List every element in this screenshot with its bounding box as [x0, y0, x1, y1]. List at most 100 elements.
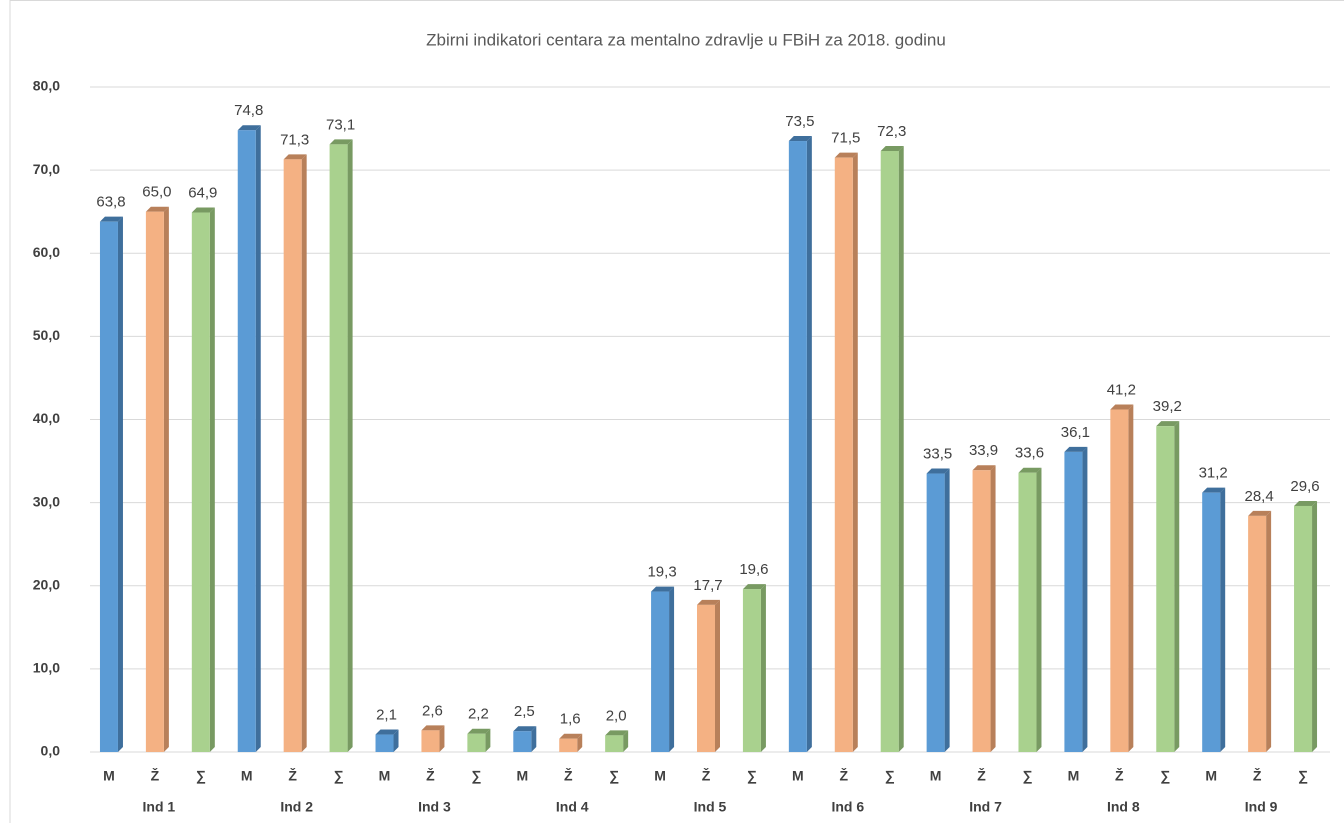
bar	[972, 465, 996, 752]
bar-front	[1156, 426, 1175, 752]
bar-top	[1018, 467, 1042, 473]
bar	[880, 146, 904, 753]
x-tick-label: ∑	[885, 768, 895, 785]
bar-top	[513, 726, 537, 732]
value-label: 29,6	[1290, 478, 1319, 495]
bar	[559, 733, 583, 752]
value-label: 73,1	[326, 116, 355, 133]
bar-top	[742, 584, 766, 590]
bar-top	[1294, 500, 1318, 506]
bar-front	[421, 730, 440, 752]
bar	[926, 468, 950, 752]
x-tick-label: M	[103, 768, 115, 784]
bar-front	[880, 151, 899, 753]
x-tick-label: M	[1068, 768, 1080, 784]
value-label: 39,2	[1153, 398, 1182, 415]
bar-side	[990, 465, 996, 752]
bar-side	[577, 733, 583, 752]
x-group-label: Ind 3	[418, 799, 451, 815]
bar-front	[145, 211, 164, 752]
value-label: 1,6	[560, 711, 581, 728]
x-tick-label: Ž	[288, 767, 297, 784]
bar-side	[439, 725, 445, 752]
bar-front	[283, 159, 302, 753]
bar-top	[1156, 421, 1180, 427]
x-tick-label: Ž	[702, 767, 711, 784]
value-label: 74,8	[234, 102, 263, 119]
x-group-label: Ind 7	[969, 799, 1002, 815]
bar-top	[145, 206, 169, 212]
x-tick-label: ∑	[1298, 768, 1308, 785]
bar	[513, 726, 537, 752]
value-label: 72,3	[877, 123, 906, 140]
bar-front	[99, 221, 118, 753]
bar	[467, 728, 491, 752]
x-tick-label: M	[654, 768, 666, 784]
bar-side	[1220, 487, 1226, 752]
bar-front	[559, 738, 578, 752]
bar	[1018, 467, 1042, 752]
bar-front	[1110, 409, 1129, 752]
value-label: 33,6	[1015, 445, 1044, 462]
bar	[788, 136, 812, 752]
bar	[421, 725, 445, 752]
bar-front	[191, 212, 210, 753]
bar-top	[329, 139, 353, 145]
bar-top	[1202, 487, 1226, 493]
bar	[1294, 500, 1318, 752]
bar	[1156, 421, 1180, 752]
bar-top	[99, 216, 123, 222]
bar-front	[742, 589, 761, 752]
bar-front	[1202, 492, 1221, 752]
value-label: 64,9	[188, 184, 217, 201]
value-label: 2,2	[468, 706, 489, 723]
bar-side	[531, 726, 537, 752]
x-tick-label: ∑	[334, 768, 344, 785]
bar-side	[209, 207, 215, 753]
bar	[605, 730, 629, 752]
bar-top	[421, 725, 445, 731]
bar-top	[880, 146, 904, 152]
bar-side	[1128, 404, 1134, 752]
bar	[742, 584, 766, 752]
bar-front	[375, 734, 394, 752]
y-tick-label: 60,0	[33, 244, 60, 260]
value-label: 33,5	[923, 446, 952, 463]
x-tick-label: ∑	[747, 768, 757, 785]
bar-top	[237, 125, 261, 131]
x-tick-label: ∑	[196, 768, 206, 785]
bar-side	[1036, 467, 1042, 752]
value-label: 2,1	[376, 707, 397, 724]
bar-front	[1248, 515, 1267, 752]
x-tick-label: M	[516, 768, 528, 784]
x-tick-label: Ž	[839, 767, 848, 784]
x-tick-label: M	[930, 768, 942, 784]
x-tick-label: M	[792, 768, 804, 784]
value-label: 33,9	[969, 442, 998, 459]
x-tick-label: Ž	[426, 767, 435, 784]
bar-front	[513, 731, 532, 752]
bar-top	[972, 465, 996, 471]
bar	[375, 729, 399, 752]
x-group-label: Ind 4	[556, 799, 589, 815]
bar-top	[605, 730, 629, 736]
bar-top	[788, 136, 812, 142]
value-label: 65,0	[142, 184, 171, 201]
x-tick-label: Ž	[1115, 767, 1124, 784]
bar	[1248, 510, 1272, 752]
y-tick-label: 20,0	[33, 576, 60, 592]
bar-top	[651, 586, 675, 592]
bar-front	[1294, 505, 1313, 752]
bar-side	[1312, 500, 1318, 752]
bar	[99, 216, 123, 753]
x-group-label: Ind 9	[1245, 799, 1278, 815]
bar-side	[1174, 421, 1180, 752]
bar-side	[1082, 446, 1088, 752]
value-label: 19,3	[647, 564, 676, 581]
bar-side	[347, 139, 353, 752]
x-tick-label: Ž	[564, 767, 573, 784]
chart-title: Zbirni indikatori centara za mentalno zd…	[426, 30, 946, 49]
bar-front	[329, 144, 348, 752]
bar-top	[1064, 446, 1088, 452]
